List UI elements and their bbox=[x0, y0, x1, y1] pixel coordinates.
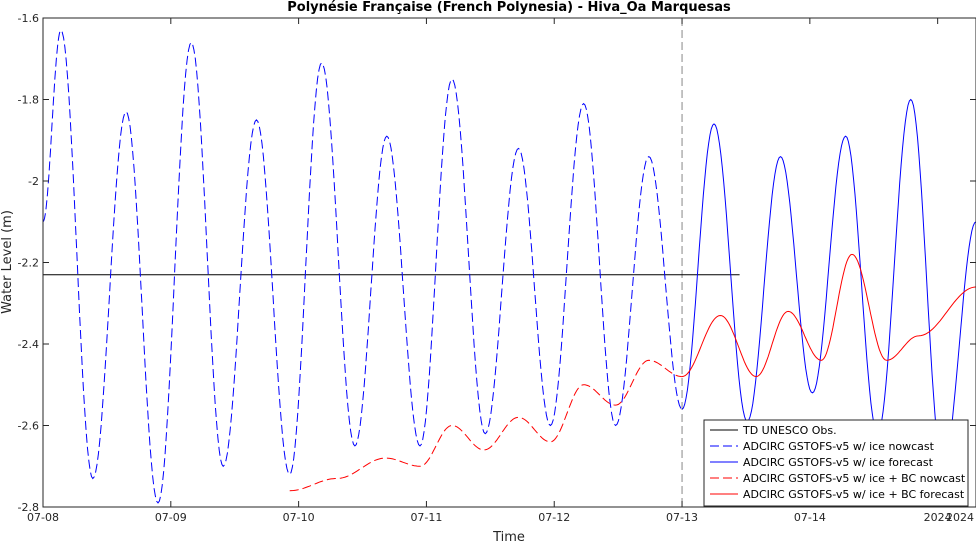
legend-label-1: ADCIRC GSTOFS-v5 w/ ice nowcast bbox=[743, 440, 935, 453]
series-line-4 bbox=[681, 253, 976, 378]
y-axis-label: Water Level (m) bbox=[0, 210, 15, 314]
x-tick-label: 07-13 bbox=[666, 511, 698, 524]
y-tick-label: -1.8 bbox=[18, 94, 39, 107]
y-tick-label: -2.8 bbox=[18, 501, 39, 514]
y-tick-label: -2.2 bbox=[18, 257, 39, 270]
legend-box bbox=[703, 419, 969, 507]
x-tick-label: 07-09 bbox=[155, 511, 187, 524]
y-tick-label: -2 bbox=[28, 175, 39, 188]
x-tick-label: 07-11 bbox=[410, 511, 442, 524]
series-line-2 bbox=[681, 98, 976, 467]
chart-title: Polynésie Française (French Polynesia) -… bbox=[287, 0, 731, 15]
series-line-3 bbox=[289, 359, 683, 492]
legend: TD UNESCO Obs. ADCIRC GSTOFS-v5 w/ ice no… bbox=[703, 419, 969, 507]
x-axis-label: Time bbox=[492, 530, 525, 542]
y-tick-label: -2.6 bbox=[18, 420, 39, 433]
x-tick-label: 07-14 bbox=[794, 511, 826, 524]
legend-label-2: ADCIRC GSTOFS-v5 w/ ice forecast bbox=[743, 456, 934, 469]
y-tick-label: -1.6 bbox=[18, 12, 39, 25]
series-line-1 bbox=[42, 29, 683, 504]
legend-label-3: ADCIRC GSTOFS-v5 w/ ice + BC nowcast bbox=[743, 472, 966, 485]
x-tick-label: 07-08 bbox=[27, 511, 59, 524]
x-tick-label: 2024 bbox=[924, 511, 952, 524]
x-year-label: 2024 bbox=[946, 511, 974, 524]
legend-label-0: TD UNESCO Obs. bbox=[742, 424, 837, 437]
x-tick-label: 07-12 bbox=[538, 511, 570, 524]
legend-label-4: ADCIRC GSTOFS-v5 w/ ice + BC forecast bbox=[743, 488, 965, 501]
x-tick-label: 07-10 bbox=[283, 511, 315, 524]
y-tick-label: -2.4 bbox=[18, 338, 39, 351]
